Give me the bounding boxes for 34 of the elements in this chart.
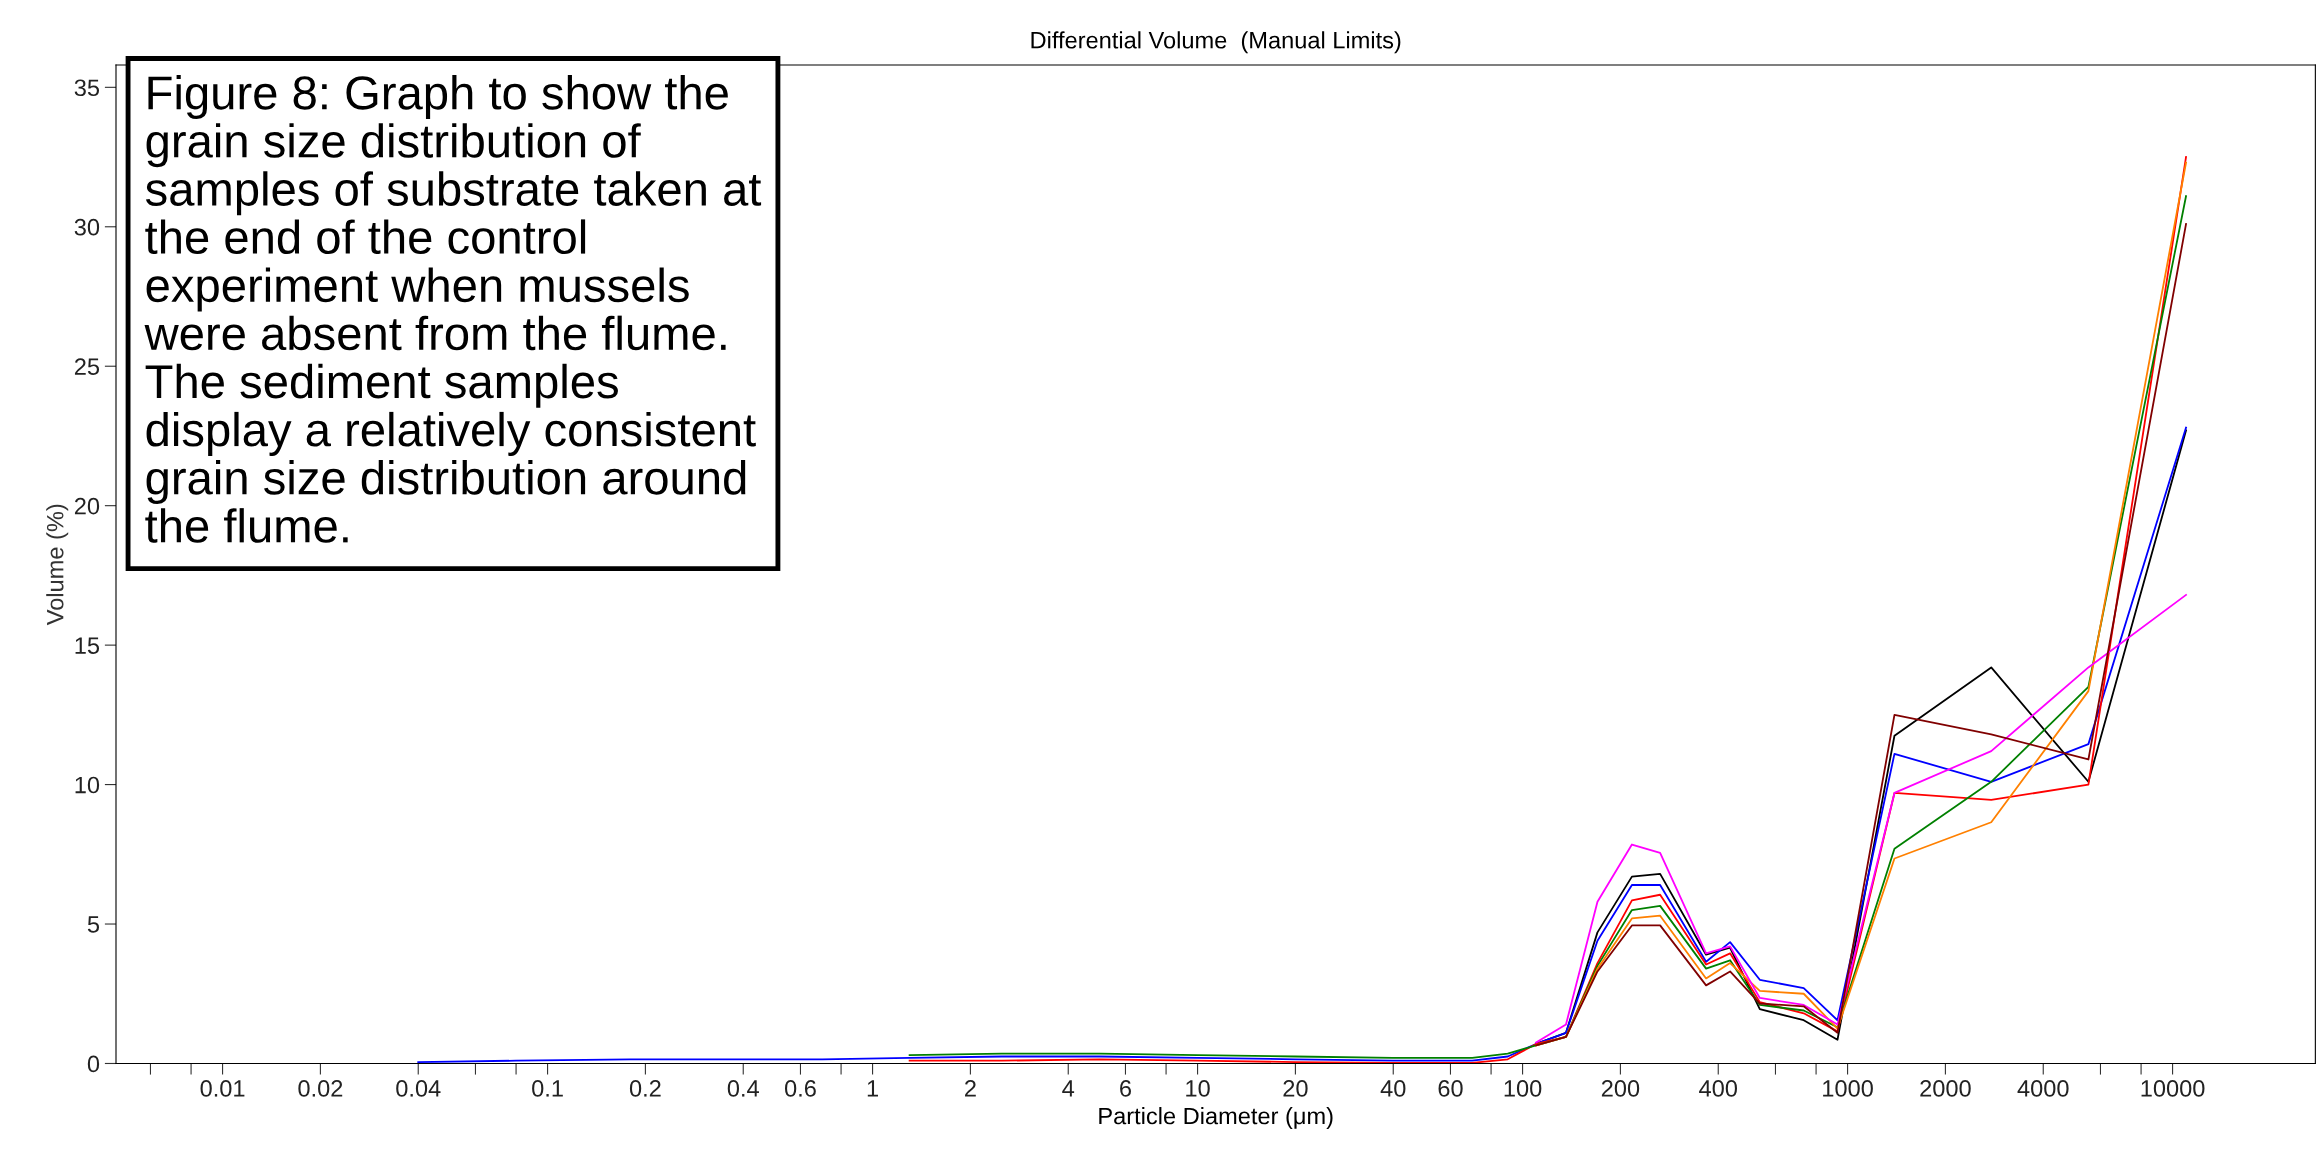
y-tick-label: 25: [74, 358, 100, 376]
x-tick-label: 200: [1601, 1080, 1640, 1097]
x-tick-label: 4000: [2017, 1080, 2069, 1097]
x-tick-label: 0.1: [532, 1080, 563, 1097]
x-tick-label: 0.02: [298, 1080, 343, 1097]
x-tick-label: 0.01: [200, 1080, 245, 1097]
x-tick-label: 4: [1062, 1080, 1075, 1097]
x-tick-label: 2000: [1920, 1080, 1971, 1097]
x-tick-label: 10000: [2141, 1080, 2205, 1097]
text: Figure 8: Graph to show the grain size distribution of samples of substrate taken at the end of the control experiment when mussels were absent from the flume. The sediment samples display a relatively consistent grain size distribution around the flume.: [144, 75, 762, 543]
y-tick-label: 5: [87, 916, 100, 933]
x-tick-label: 1: [867, 1080, 878, 1097]
y-tick-label: 20: [74, 497, 100, 515]
y-tick-label: 35: [74, 79, 100, 97]
x-tick-label: 1000: [1823, 1080, 1873, 1097]
x-tick-label: 60: [1438, 1080, 1463, 1097]
x-tick-label: 0.4: [727, 1080, 759, 1097]
chart-title: Differential Volume (Manual Limits): [1031, 31, 1401, 54]
y-tick-label: 30: [74, 218, 100, 236]
x-tick-label: 20: [1283, 1080, 1308, 1097]
y-axis-title: Volume (%): [46, 504, 69, 626]
x-tick-label: 400: [1699, 1080, 1738, 1097]
x-tick-label: 40: [1380, 1080, 1406, 1097]
y-tick-label: 15: [75, 637, 100, 654]
x-tick-label: 0.2: [629, 1080, 661, 1097]
y-tick-label: 10: [75, 776, 100, 794]
x-axis-title: Particle Diameter (μm): [1099, 1107, 1333, 1130]
x-tick-label: 0.6: [784, 1080, 816, 1097]
x-tick-label: 0.04: [396, 1080, 441, 1097]
y-tick-label: 0: [87, 1055, 100, 1073]
x-tick-label: 2: [965, 1080, 976, 1097]
x-tick-label: 10: [1186, 1080, 1210, 1097]
x-tick-label: 6: [1120, 1080, 1131, 1097]
x-tick-label: 100: [1504, 1080, 1542, 1097]
